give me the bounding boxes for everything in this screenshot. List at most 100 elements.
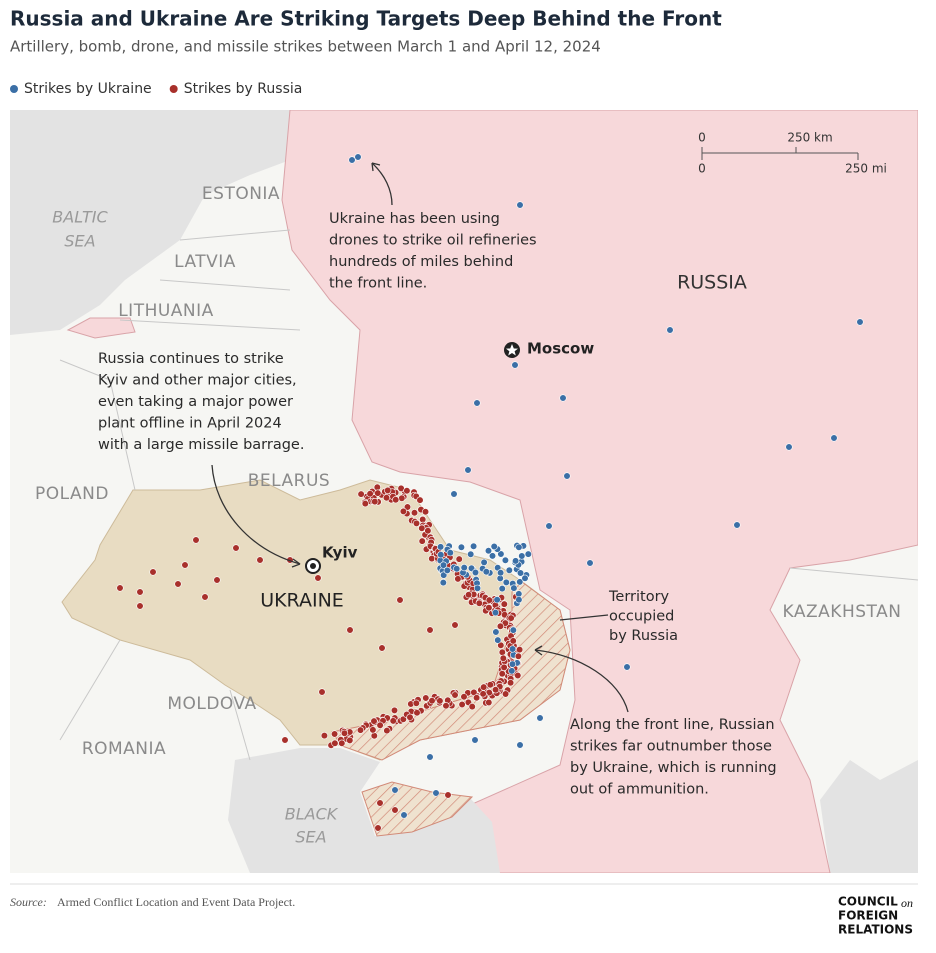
- scale-label: 250 km: [787, 131, 832, 145]
- logo-text: COUNCIL: [838, 895, 898, 909]
- scale-label: 250 mi: [845, 162, 887, 176]
- logo-text: RELATIONS: [838, 923, 913, 937]
- borders: [59, 229, 918, 761]
- strike-dot: [515, 543, 523, 551]
- strike-dot: [586, 559, 594, 567]
- strike-dot: [136, 588, 144, 596]
- strike-dot: [410, 509, 419, 517]
- strike-dot: [496, 622, 505, 630]
- strike-dot: [400, 811, 408, 819]
- strike-dot: [511, 361, 519, 369]
- strike-dot: [516, 578, 524, 586]
- strike-dot: [406, 713, 414, 721]
- strike-dot: [373, 483, 381, 491]
- strike-dot: [502, 690, 510, 698]
- annotation-text: the front line.: [329, 276, 427, 292]
- strike-dot: [340, 729, 349, 737]
- strike-dot: [505, 566, 513, 574]
- strike-dot: [516, 569, 525, 577]
- moscow-marker: [504, 342, 520, 358]
- strike-dot: [480, 558, 488, 567]
- legend: Strikes by Ukraine Strikes by Russia: [10, 81, 302, 97]
- place-label: UKRAINE: [260, 590, 344, 612]
- strike-dot: [383, 726, 391, 735]
- strike-dot: [356, 726, 365, 734]
- strike-dot: [281, 736, 289, 744]
- strike-dot: [366, 490, 374, 498]
- strike-dot: [346, 626, 354, 634]
- strike-dot: [451, 621, 459, 629]
- strike-dot: [437, 551, 445, 559]
- strike-dot: [473, 399, 481, 407]
- strike-dot: [856, 318, 864, 326]
- strike-dot: [467, 550, 475, 558]
- strike-dot: [473, 694, 481, 702]
- strike-dot: [422, 694, 430, 702]
- strike-dot: [514, 671, 522, 680]
- strike-dot: [338, 739, 346, 747]
- strike-dot: [428, 697, 436, 705]
- strike-dot: [486, 681, 494, 689]
- strike-dot: [493, 596, 501, 604]
- annotations: Ukraine has been using drones to strike o…: [98, 211, 777, 798]
- strike-dot: [464, 466, 472, 474]
- strike-dot: [398, 494, 406, 502]
- black-sea: [228, 748, 500, 873]
- strike-dot: [399, 715, 407, 723]
- strike-dot: [443, 566, 451, 575]
- annotation-text: drones to strike oil refineries: [329, 233, 537, 249]
- strike-dot: [346, 736, 354, 745]
- scale-bar: [701, 147, 859, 160]
- place-label: MOLDOVA: [167, 694, 256, 714]
- strike-dot: [331, 730, 339, 738]
- strike-dot: [390, 706, 399, 715]
- baltic-sea: [10, 110, 300, 335]
- place-label: LATVIA: [174, 252, 236, 272]
- legend-swatch: [10, 85, 18, 93]
- strike-dot: [500, 663, 508, 672]
- strike-dot: [426, 753, 434, 761]
- strike-dot: [450, 490, 458, 498]
- strike-dot: [498, 584, 506, 593]
- strike-dot: [391, 786, 399, 794]
- strike-dot: [382, 494, 391, 502]
- strike-dot: [485, 596, 493, 604]
- strike-dot: [465, 591, 473, 599]
- strike-dot: [482, 568, 490, 576]
- strike-dot: [314, 574, 322, 582]
- russia-area: [281, 110, 918, 873]
- strike-dot: [508, 660, 517, 668]
- subtitle: Artillery, bomb, drone, and missile stri…: [10, 38, 601, 56]
- strike-dot: [446, 549, 454, 557]
- strike-dot: [370, 732, 378, 740]
- strike-dot: [510, 584, 518, 592]
- strike-dot: [499, 654, 507, 662]
- strike-dot: [354, 153, 362, 161]
- strike-dot: [451, 691, 459, 699]
- annotation-text: Territory: [608, 589, 670, 605]
- strike-dot: [174, 580, 182, 588]
- strike-dot: [371, 498, 379, 506]
- strike-dot: [509, 637, 517, 645]
- strike-dot: [432, 789, 440, 797]
- strike-dot: [454, 575, 462, 583]
- strike-dot: [666, 326, 674, 334]
- strike-dot: [442, 702, 450, 710]
- annotation-text: Ukraine has been using: [329, 211, 500, 227]
- scale-label: 0: [698, 162, 706, 176]
- place-label: ESTONIA: [202, 184, 280, 204]
- strike-dot: [521, 574, 529, 582]
- strike-dot: [357, 490, 365, 498]
- strike-dot: [116, 584, 124, 592]
- kaliningrad: [66, 317, 136, 339]
- strike-dot: [426, 626, 434, 634]
- strike-dot: [418, 537, 426, 545]
- strike-dot: [623, 663, 631, 671]
- source-text: Armed Conflict Location and Event Data P…: [57, 895, 295, 909]
- strike-dot: [511, 557, 520, 565]
- annotation-text: by Russia: [609, 628, 678, 644]
- strike-dot: [524, 550, 532, 558]
- strike-dot: [444, 791, 452, 799]
- strike-dot: [374, 489, 382, 497]
